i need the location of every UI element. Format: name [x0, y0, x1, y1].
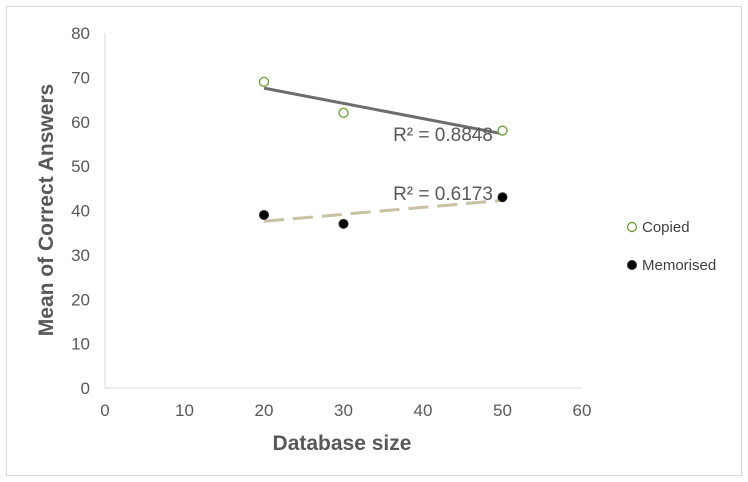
data-point-copied [338, 107, 349, 119]
y-tick-label: 50 [71, 157, 90, 176]
x-tick-label: 10 [175, 401, 194, 420]
x-tick-label: 20 [255, 401, 274, 420]
trendline-copied [263, 86, 503, 136]
r-squared-label: R² = 0.6173 [393, 184, 493, 205]
data-point-copied [497, 125, 508, 136]
y-tick-label: 30 [71, 246, 90, 265]
legend-label-copied: Copied [642, 219, 690, 236]
data-point-memorised [259, 209, 269, 220]
y-tick-label: 20 [71, 290, 90, 309]
y-tick-label: 60 [71, 113, 90, 132]
x-tick-label: 0 [100, 401, 109, 420]
x-tick-label: 40 [414, 401, 433, 420]
y-tick-label: 40 [71, 202, 90, 221]
r-squared-label: R² = 0.8848 [393, 125, 493, 146]
x-tick-label: 30 [334, 401, 353, 420]
data-point-copied [258, 76, 270, 88]
y-tick-label: 70 [71, 68, 90, 87]
x-tick-label: 60 [573, 401, 592, 420]
y-tick-label: 0 [81, 379, 90, 398]
x-axis-title: Database size [273, 432, 412, 455]
y-axis-title: Mean of Correct Answers [35, 84, 58, 336]
x-tick-label: 50 [493, 401, 512, 420]
chart-frame [6, 6, 742, 476]
y-tick-label: 80 [71, 24, 90, 43]
legend-marker-memorised [627, 260, 637, 270]
data-point-memorised [497, 192, 508, 203]
data-point-memorised [338, 218, 349, 229]
legend-marker-copied [626, 221, 638, 233]
legend-label-memorised: Memorised [642, 257, 716, 274]
y-tick-label: 10 [71, 335, 90, 354]
trendline-memorised [263, 198, 503, 223]
